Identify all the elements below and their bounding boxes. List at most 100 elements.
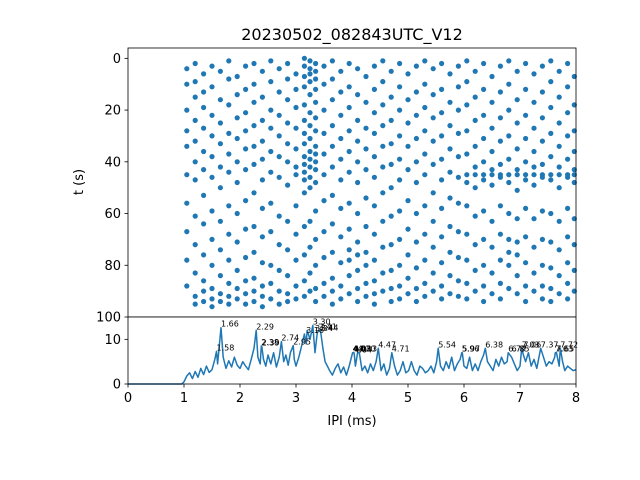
raster-point xyxy=(506,285,512,292)
raster-point xyxy=(285,60,291,67)
raster-point xyxy=(313,143,319,149)
raster-point xyxy=(301,73,307,80)
ipi-y-tick-label: 10 xyxy=(104,333,121,348)
raster-point xyxy=(489,291,495,297)
raster-point xyxy=(413,135,419,142)
raster-point xyxy=(307,58,313,64)
raster-point xyxy=(472,164,478,170)
raster-point xyxy=(489,172,495,178)
raster-point xyxy=(422,257,428,263)
raster-point xyxy=(455,107,461,113)
raster-point xyxy=(268,200,274,206)
raster-y-tick-label: 20 xyxy=(104,104,121,119)
raster-point xyxy=(447,273,453,279)
raster-point xyxy=(285,76,291,82)
raster-point xyxy=(307,156,313,162)
raster-point xyxy=(276,154,282,160)
peak-annotation: 3.30 xyxy=(313,318,331,327)
raster-point xyxy=(209,304,215,310)
raster-point xyxy=(285,120,291,126)
ipi-histogram-line xyxy=(128,324,577,385)
raster-point xyxy=(371,130,377,136)
raster-point xyxy=(243,146,249,152)
raster-point xyxy=(209,174,215,180)
raster-point xyxy=(455,154,461,160)
raster-point xyxy=(184,200,190,206)
raster-point xyxy=(184,81,190,87)
raster-point xyxy=(497,257,503,263)
raster-point xyxy=(565,205,571,211)
raster-point xyxy=(439,110,445,116)
raster-point xyxy=(321,172,327,178)
peak-annotation: 7.37 xyxy=(541,340,559,349)
peak-annotation: 4.01 xyxy=(353,345,371,354)
raster-point xyxy=(201,252,207,258)
raster-point xyxy=(531,172,537,178)
raster-point xyxy=(422,231,428,237)
raster-point xyxy=(338,135,344,142)
raster-point xyxy=(447,223,453,230)
raster-point xyxy=(388,285,394,292)
raster-point xyxy=(497,280,503,286)
raster-point xyxy=(201,298,207,305)
raster-point xyxy=(422,128,428,134)
raster-point xyxy=(307,164,313,170)
raster-point xyxy=(251,60,257,67)
raster-point xyxy=(226,130,232,136)
raster-point xyxy=(447,71,453,77)
raster-point xyxy=(313,159,319,165)
peak-annotation: 2.38 xyxy=(261,338,279,347)
raster-point xyxy=(307,92,313,98)
raster-point xyxy=(556,185,562,191)
raster-point xyxy=(184,143,190,149)
raster-point xyxy=(472,242,478,248)
ipi-x-tick-label: 0 xyxy=(124,391,132,406)
raster-point xyxy=(201,278,207,284)
raster-point xyxy=(313,151,319,157)
raster-point xyxy=(497,115,503,121)
raster-point xyxy=(226,301,232,307)
raster-point xyxy=(251,99,257,105)
raster-point xyxy=(506,179,512,186)
raster-point xyxy=(285,182,291,188)
raster-point xyxy=(371,110,377,116)
raster-point xyxy=(548,265,554,271)
raster-point xyxy=(243,63,249,69)
raster-point xyxy=(293,146,299,152)
raster-point xyxy=(192,60,198,67)
raster-point xyxy=(514,97,520,103)
raster-point xyxy=(405,226,411,232)
raster-point xyxy=(380,143,386,149)
raster-point xyxy=(380,190,386,196)
raster-point xyxy=(397,156,403,162)
raster-point xyxy=(439,283,445,289)
raster-point xyxy=(243,254,249,261)
raster-y-tick-label: 80 xyxy=(104,259,121,274)
raster-point xyxy=(321,107,327,113)
raster-point xyxy=(268,262,274,268)
raster-point xyxy=(329,288,335,294)
raster-point xyxy=(481,135,487,142)
raster-point xyxy=(313,262,319,268)
raster-point xyxy=(259,117,265,123)
raster-point xyxy=(285,159,291,165)
raster-point xyxy=(531,216,537,222)
raster-point xyxy=(285,298,291,305)
raster-point xyxy=(217,164,223,170)
raster-point xyxy=(285,141,291,147)
raster-point xyxy=(464,128,470,134)
raster-point xyxy=(268,148,274,155)
raster-point xyxy=(259,234,265,240)
raster-point xyxy=(307,288,313,294)
raster-point xyxy=(464,280,470,286)
raster-point xyxy=(307,66,313,72)
raster-point xyxy=(259,260,265,266)
raster-point xyxy=(209,236,215,242)
raster-point xyxy=(455,278,461,284)
raster-point xyxy=(447,169,453,175)
raster-point xyxy=(259,283,265,289)
raster-point xyxy=(346,291,352,297)
raster-point xyxy=(363,125,369,131)
raster-point xyxy=(548,239,554,245)
raster-point xyxy=(192,301,198,307)
